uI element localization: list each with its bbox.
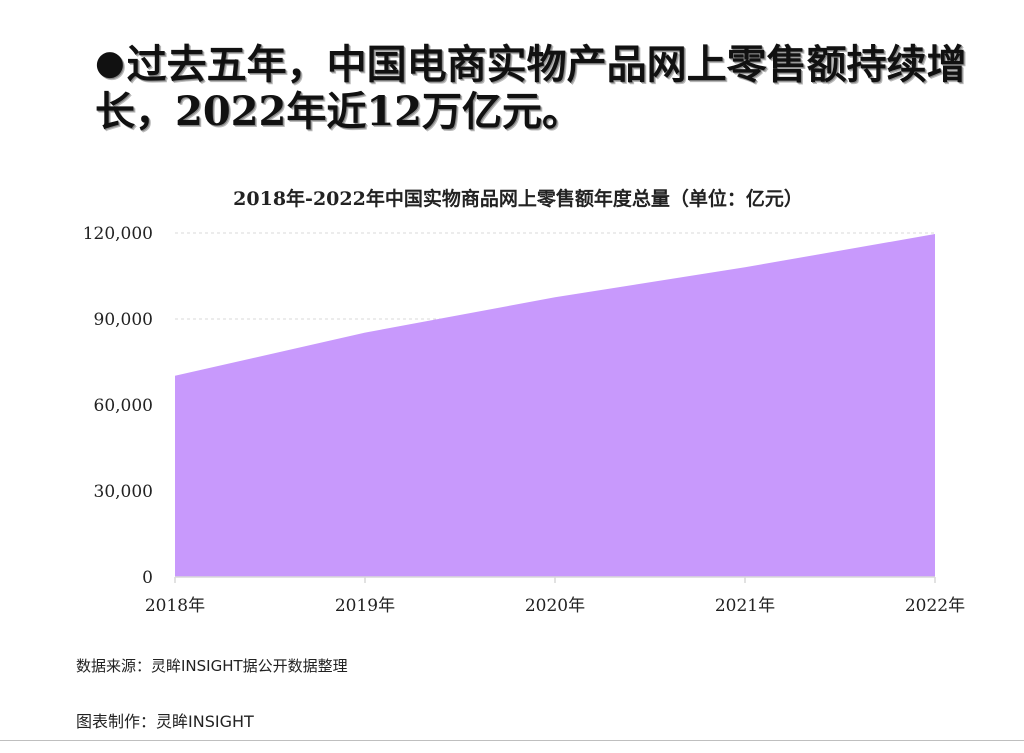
bullet-icon: ● [95,43,125,83]
source-note: 数据来源：灵眸INSIGHT据公开数据整理 [76,657,348,675]
bottom-divider [0,740,1024,741]
headline: ●过去五年，中国电商实物产品网上零售额持续增长，2022年近12万亿元。 [95,40,975,135]
x-tick-label: 2018年 [145,596,205,616]
y-tick-label: 60,000 [94,396,153,416]
x-tick-label: 2020年 [525,596,585,616]
y-tick-label: 120,000 [83,224,153,244]
chart-title: 2018年-2022年中国实物商品网上零售额年度总量（单位：亿元） [233,187,803,210]
x-tick-label: 2021年 [715,596,775,616]
area-fill [175,234,935,577]
x-tick-label: 2022年 [905,596,965,616]
credit-note: 图表制作：灵眸INSIGHT [76,712,254,731]
y-tick-label: 0 [142,568,153,588]
axes [174,576,936,583]
chart: 2018年-2022年中国实物商品网上零售额年度总量（单位：亿元） 0 30,00… [0,175,1024,625]
x-tick-label: 2019年 [335,596,395,616]
area-series [175,234,935,577]
y-tick-label: 90,000 [94,310,153,330]
area-chart-svg: 2018年-2022年中国实物商品网上零售额年度总量（单位：亿元） 0 30,00… [83,187,965,616]
headline-text: 过去五年，中国电商实物产品网上零售额持续增长，2022年近12万亿元。 [95,41,967,135]
y-tick-label: 30,000 [94,482,153,502]
tick-labels: 0 30,000 60,000 90,000 120,000 2018年 2019年 2020… [83,224,965,616]
